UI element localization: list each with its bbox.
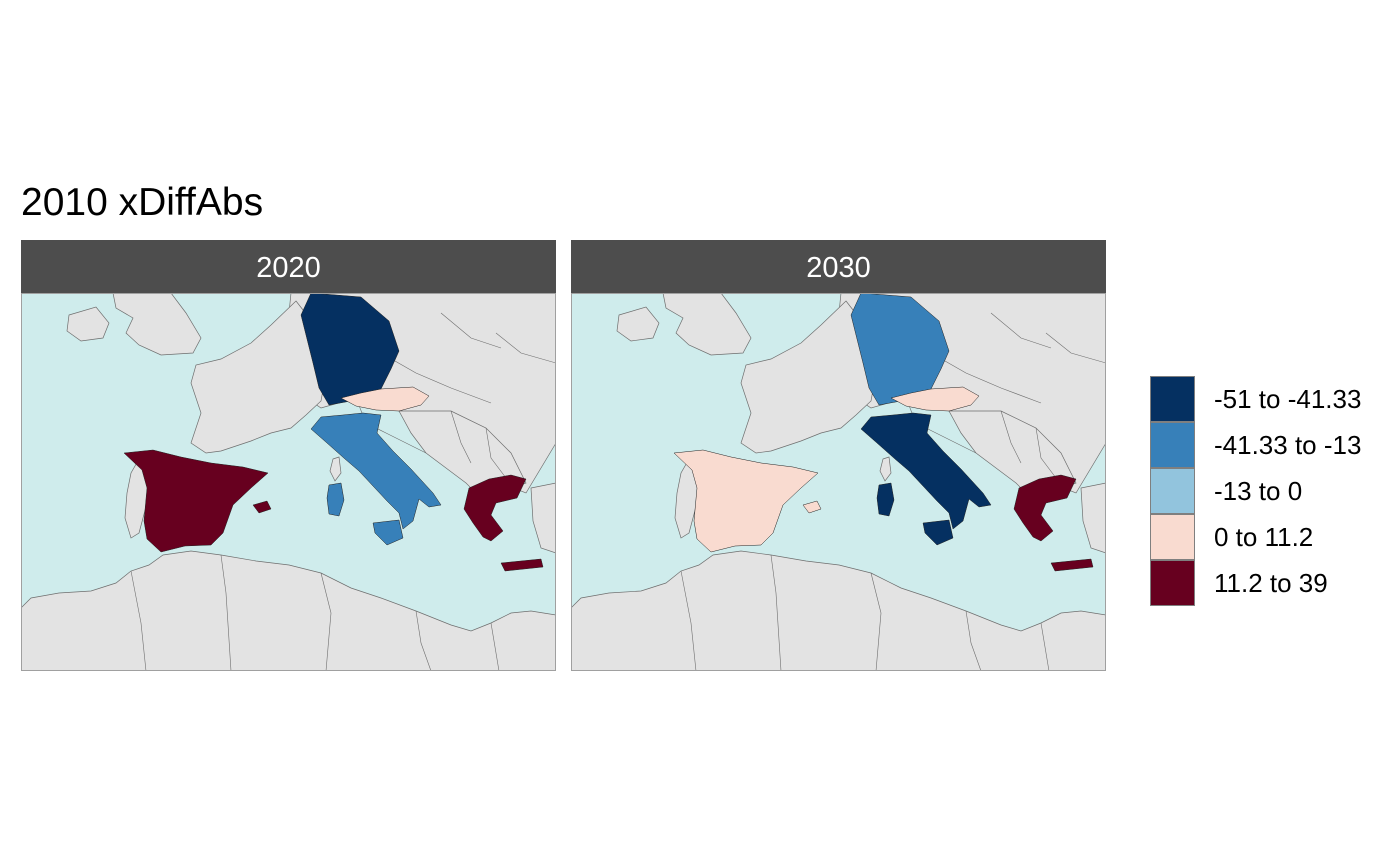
map-2030: [571, 293, 1106, 671]
country-spain: [802, 500, 822, 514]
legend-swatch: [1150, 422, 1195, 468]
facet-strip-2020: 2020: [21, 240, 556, 293]
facet-panel-2030: 2030: [571, 240, 1106, 671]
map-geometry: [571, 293, 1106, 671]
country-greece: [1050, 558, 1094, 572]
country-greece: [1013, 474, 1077, 542]
legend-item: -51 to -41.33: [1150, 376, 1380, 422]
legend-swatch: [1150, 514, 1195, 560]
legend-item: -41.33 to -13: [1150, 422, 1380, 468]
country-italy: [860, 412, 992, 530]
country-greece: [463, 474, 527, 542]
legend-label: 0 to 11.2: [1214, 522, 1314, 552]
map-2020: [21, 293, 556, 671]
legend-label: -13 to 0: [1214, 476, 1303, 506]
country-italy: [372, 519, 404, 546]
legend-swatch: [1150, 468, 1195, 514]
legend-item: 0 to 11.2: [1150, 514, 1380, 560]
legend-item: 11.2 to 39: [1150, 560, 1380, 606]
country-italy: [326, 482, 345, 517]
country-austria: [340, 386, 430, 412]
facet-panel-2020: 2020: [21, 240, 556, 671]
legend-item: -13 to 0: [1150, 468, 1380, 514]
country-greece: [500, 558, 544, 572]
plot-title: 2010 xDiffAbs: [21, 181, 264, 224]
country-austria: [890, 386, 980, 412]
country-spain: [123, 449, 269, 553]
country-italy: [310, 412, 442, 530]
legend-label: 11.2 to 39: [1214, 568, 1328, 598]
legend-swatch: [1150, 560, 1195, 606]
country-italy: [922, 519, 954, 546]
legend: -51 to -41.33 -41.33 to -13 -13 to 0 0 t…: [1150, 376, 1380, 606]
country-italy: [876, 482, 895, 517]
legend-swatch: [1150, 376, 1195, 422]
map-geometry: [21, 293, 556, 671]
facet-strip-2030: 2030: [571, 240, 1106, 293]
country-spain: [673, 449, 819, 553]
legend-label: -41.33 to -13: [1214, 430, 1362, 460]
legend-label: -51 to -41.33: [1214, 384, 1362, 414]
country-spain: [252, 500, 272, 514]
